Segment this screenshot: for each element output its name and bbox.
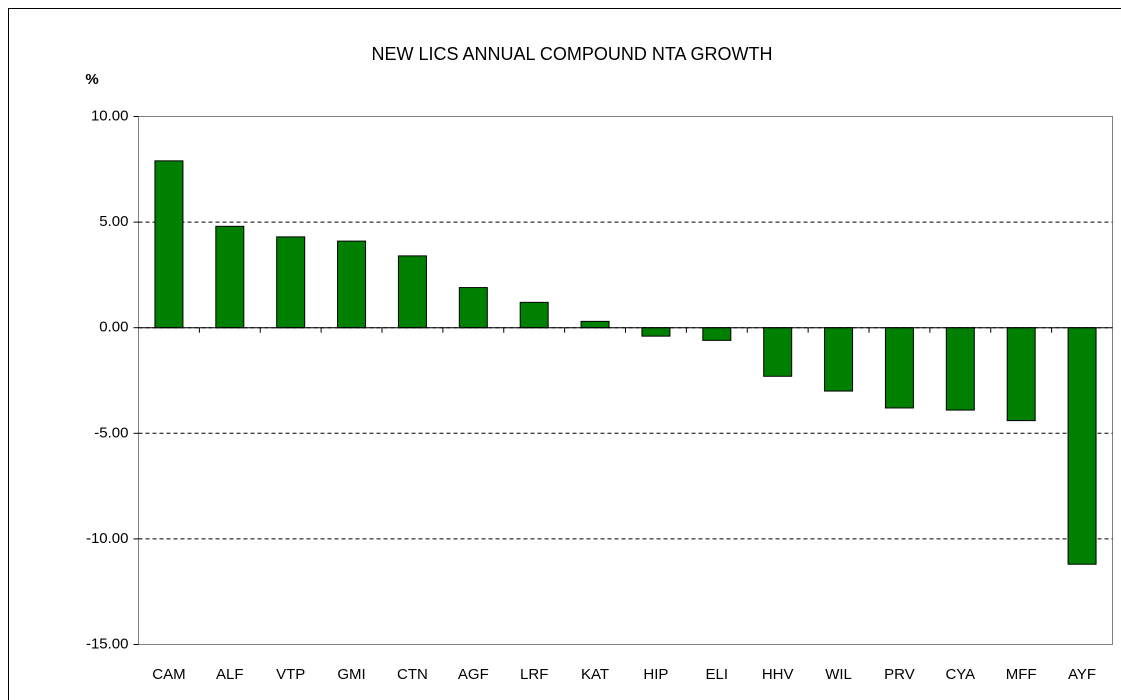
y-tick-label: 0.00 <box>99 319 128 336</box>
bar <box>154 160 184 329</box>
x-tick-label: HHV <box>762 666 794 683</box>
x-tick-label: ELI <box>706 666 729 683</box>
y-tick-label: 10.00 <box>91 107 129 124</box>
bar <box>519 301 549 329</box>
bar <box>763 327 793 377</box>
bar <box>1006 327 1036 422</box>
x-tick-label: HIP <box>643 666 668 683</box>
chart-border <box>8 8 1121 700</box>
bar <box>337 240 367 329</box>
y-tick-label: -5.00 <box>94 424 128 441</box>
bar <box>945 327 975 411</box>
bar <box>702 327 732 341</box>
x-tick-label: CAM <box>152 666 185 683</box>
bar <box>824 327 854 392</box>
x-tick-label: LRF <box>520 666 548 683</box>
x-tick-label: CYA <box>945 666 975 683</box>
bar <box>884 327 914 409</box>
x-tick-label: PRV <box>884 666 915 683</box>
x-tick-label: MFF <box>1006 666 1037 683</box>
y-tick-label: -15.00 <box>86 635 129 652</box>
x-tick-label: KAT <box>581 666 609 683</box>
bar <box>215 225 245 329</box>
x-tick-label: GMI <box>337 666 365 683</box>
x-tick-label: CTN <box>397 666 428 683</box>
y-axis-label: % <box>85 71 98 88</box>
x-tick-label: AYF <box>1068 666 1096 683</box>
x-tick-label: VTP <box>276 666 305 683</box>
x-tick-label: AGF <box>458 666 489 683</box>
bar <box>276 236 306 329</box>
y-tick-label: -10.00 <box>86 530 129 547</box>
x-tick-label: WIL <box>825 666 852 683</box>
bar <box>397 255 427 329</box>
plot-area <box>138 116 1113 645</box>
x-tick-label: ALF <box>216 666 244 683</box>
bar <box>1067 327 1097 565</box>
bar <box>580 320 610 329</box>
bar <box>641 327 671 337</box>
chart-title: NEW LICS ANNUAL COMPOUND NTA GROWTH <box>371 44 772 64</box>
y-tick-label: 5.00 <box>99 213 128 230</box>
bar <box>458 287 488 329</box>
